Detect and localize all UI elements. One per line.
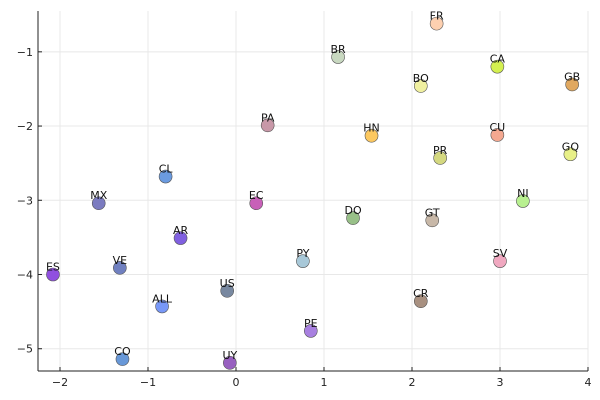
- point-label-cr: CR: [413, 287, 429, 300]
- scatter-point-ve: [113, 261, 127, 275]
- point-label-bo: BO: [413, 72, 429, 85]
- point-label-fr: FR: [430, 10, 444, 23]
- scatter-point-cr: [413, 294, 428, 309]
- scatter-point-us: [220, 284, 234, 298]
- x-tick-label: 0: [233, 376, 240, 389]
- scatter-point-hn: [364, 128, 379, 143]
- scatter-point-ca: [490, 59, 505, 74]
- point-label-py: PY: [296, 247, 309, 260]
- scatter-point-es: [46, 267, 60, 282]
- scatter-point-pa: [260, 118, 275, 133]
- axes: [37, 11, 589, 372]
- scatter-point-all: [155, 299, 169, 314]
- point-label-es: ES: [46, 261, 60, 274]
- scatter-point-sv: [493, 254, 507, 268]
- point-label-gq: GQ: [562, 140, 580, 153]
- point-label-ar: AR: [173, 224, 189, 237]
- point-label-uy: UY: [222, 349, 237, 362]
- scatter-point-pr: [433, 151, 447, 165]
- point-label-mx: MX: [90, 189, 107, 202]
- scatter-point-ar: [173, 231, 188, 245]
- point-label-cu: CU: [489, 121, 505, 134]
- scatter-point-ec: [249, 196, 264, 211]
- point-label-co: CO: [114, 345, 131, 358]
- point-label-pe: PE: [304, 317, 318, 330]
- scatter-point-fr: [429, 16, 444, 31]
- x-tick-label: 2: [409, 376, 416, 389]
- point-label-all: ALL: [152, 292, 173, 305]
- scatter-point-gb: [565, 77, 579, 92]
- scatter-point-ni: [516, 194, 530, 208]
- x-tick-label: 3: [497, 376, 504, 389]
- point-labels: FR BR CA BO GB PA HN CU PR GQ CL MX EC NI DO GT AR PY SV ES…: [46, 10, 580, 362]
- scatter-point-gq: [563, 147, 578, 162]
- tick-labels: −2 −1 0 1 2 3 4 −1 −2 −3 −4 −5: [17, 46, 592, 389]
- data-points: [46, 16, 579, 370]
- scatter-point-gt: [425, 213, 440, 228]
- point-label-gb: GB: [564, 70, 580, 83]
- scatter-point-mx: [91, 196, 106, 211]
- point-label-pr: PR: [433, 144, 448, 157]
- x-tick-label: 4: [585, 376, 592, 389]
- scatter-point-do: [346, 211, 360, 225]
- scatter-point-cu: [490, 128, 505, 142]
- y-tick-label: −3: [17, 194, 33, 207]
- x-tick-label: 1: [321, 376, 328, 389]
- y-tick-label: −4: [17, 269, 33, 282]
- point-label-ve: VE: [113, 254, 128, 267]
- grid-lines: [38, 11, 589, 371]
- scatter-point-pe: [303, 324, 318, 338]
- point-label-ni: NI: [517, 187, 528, 200]
- point-label-pa: PA: [261, 111, 275, 124]
- point-label-br: BR: [330, 43, 346, 56]
- x-tick-label: −1: [140, 376, 156, 389]
- scatter-point-bo: [413, 79, 428, 93]
- point-label-ec: EC: [249, 189, 264, 202]
- scatter-point-br: [331, 50, 345, 64]
- point-label-do: DO: [344, 204, 361, 217]
- point-label-us: US: [220, 277, 235, 290]
- scatter-point-cl: [158, 169, 173, 184]
- y-tick-label: −1: [17, 46, 33, 59]
- point-label-ca: CA: [490, 53, 506, 66]
- scatter-point-py: [296, 254, 310, 268]
- point-label-cl: CL: [159, 163, 174, 176]
- y-tick-label: −5: [17, 343, 33, 356]
- point-label-hn: HN: [363, 122, 380, 135]
- point-label-sv: SV: [493, 247, 508, 260]
- y-tick-label: −2: [17, 120, 33, 133]
- x-tick-label: −2: [52, 376, 68, 389]
- scatter-point-co: [115, 352, 130, 366]
- point-label-gt: GT: [425, 206, 440, 219]
- scatter-point-uy: [223, 356, 237, 370]
